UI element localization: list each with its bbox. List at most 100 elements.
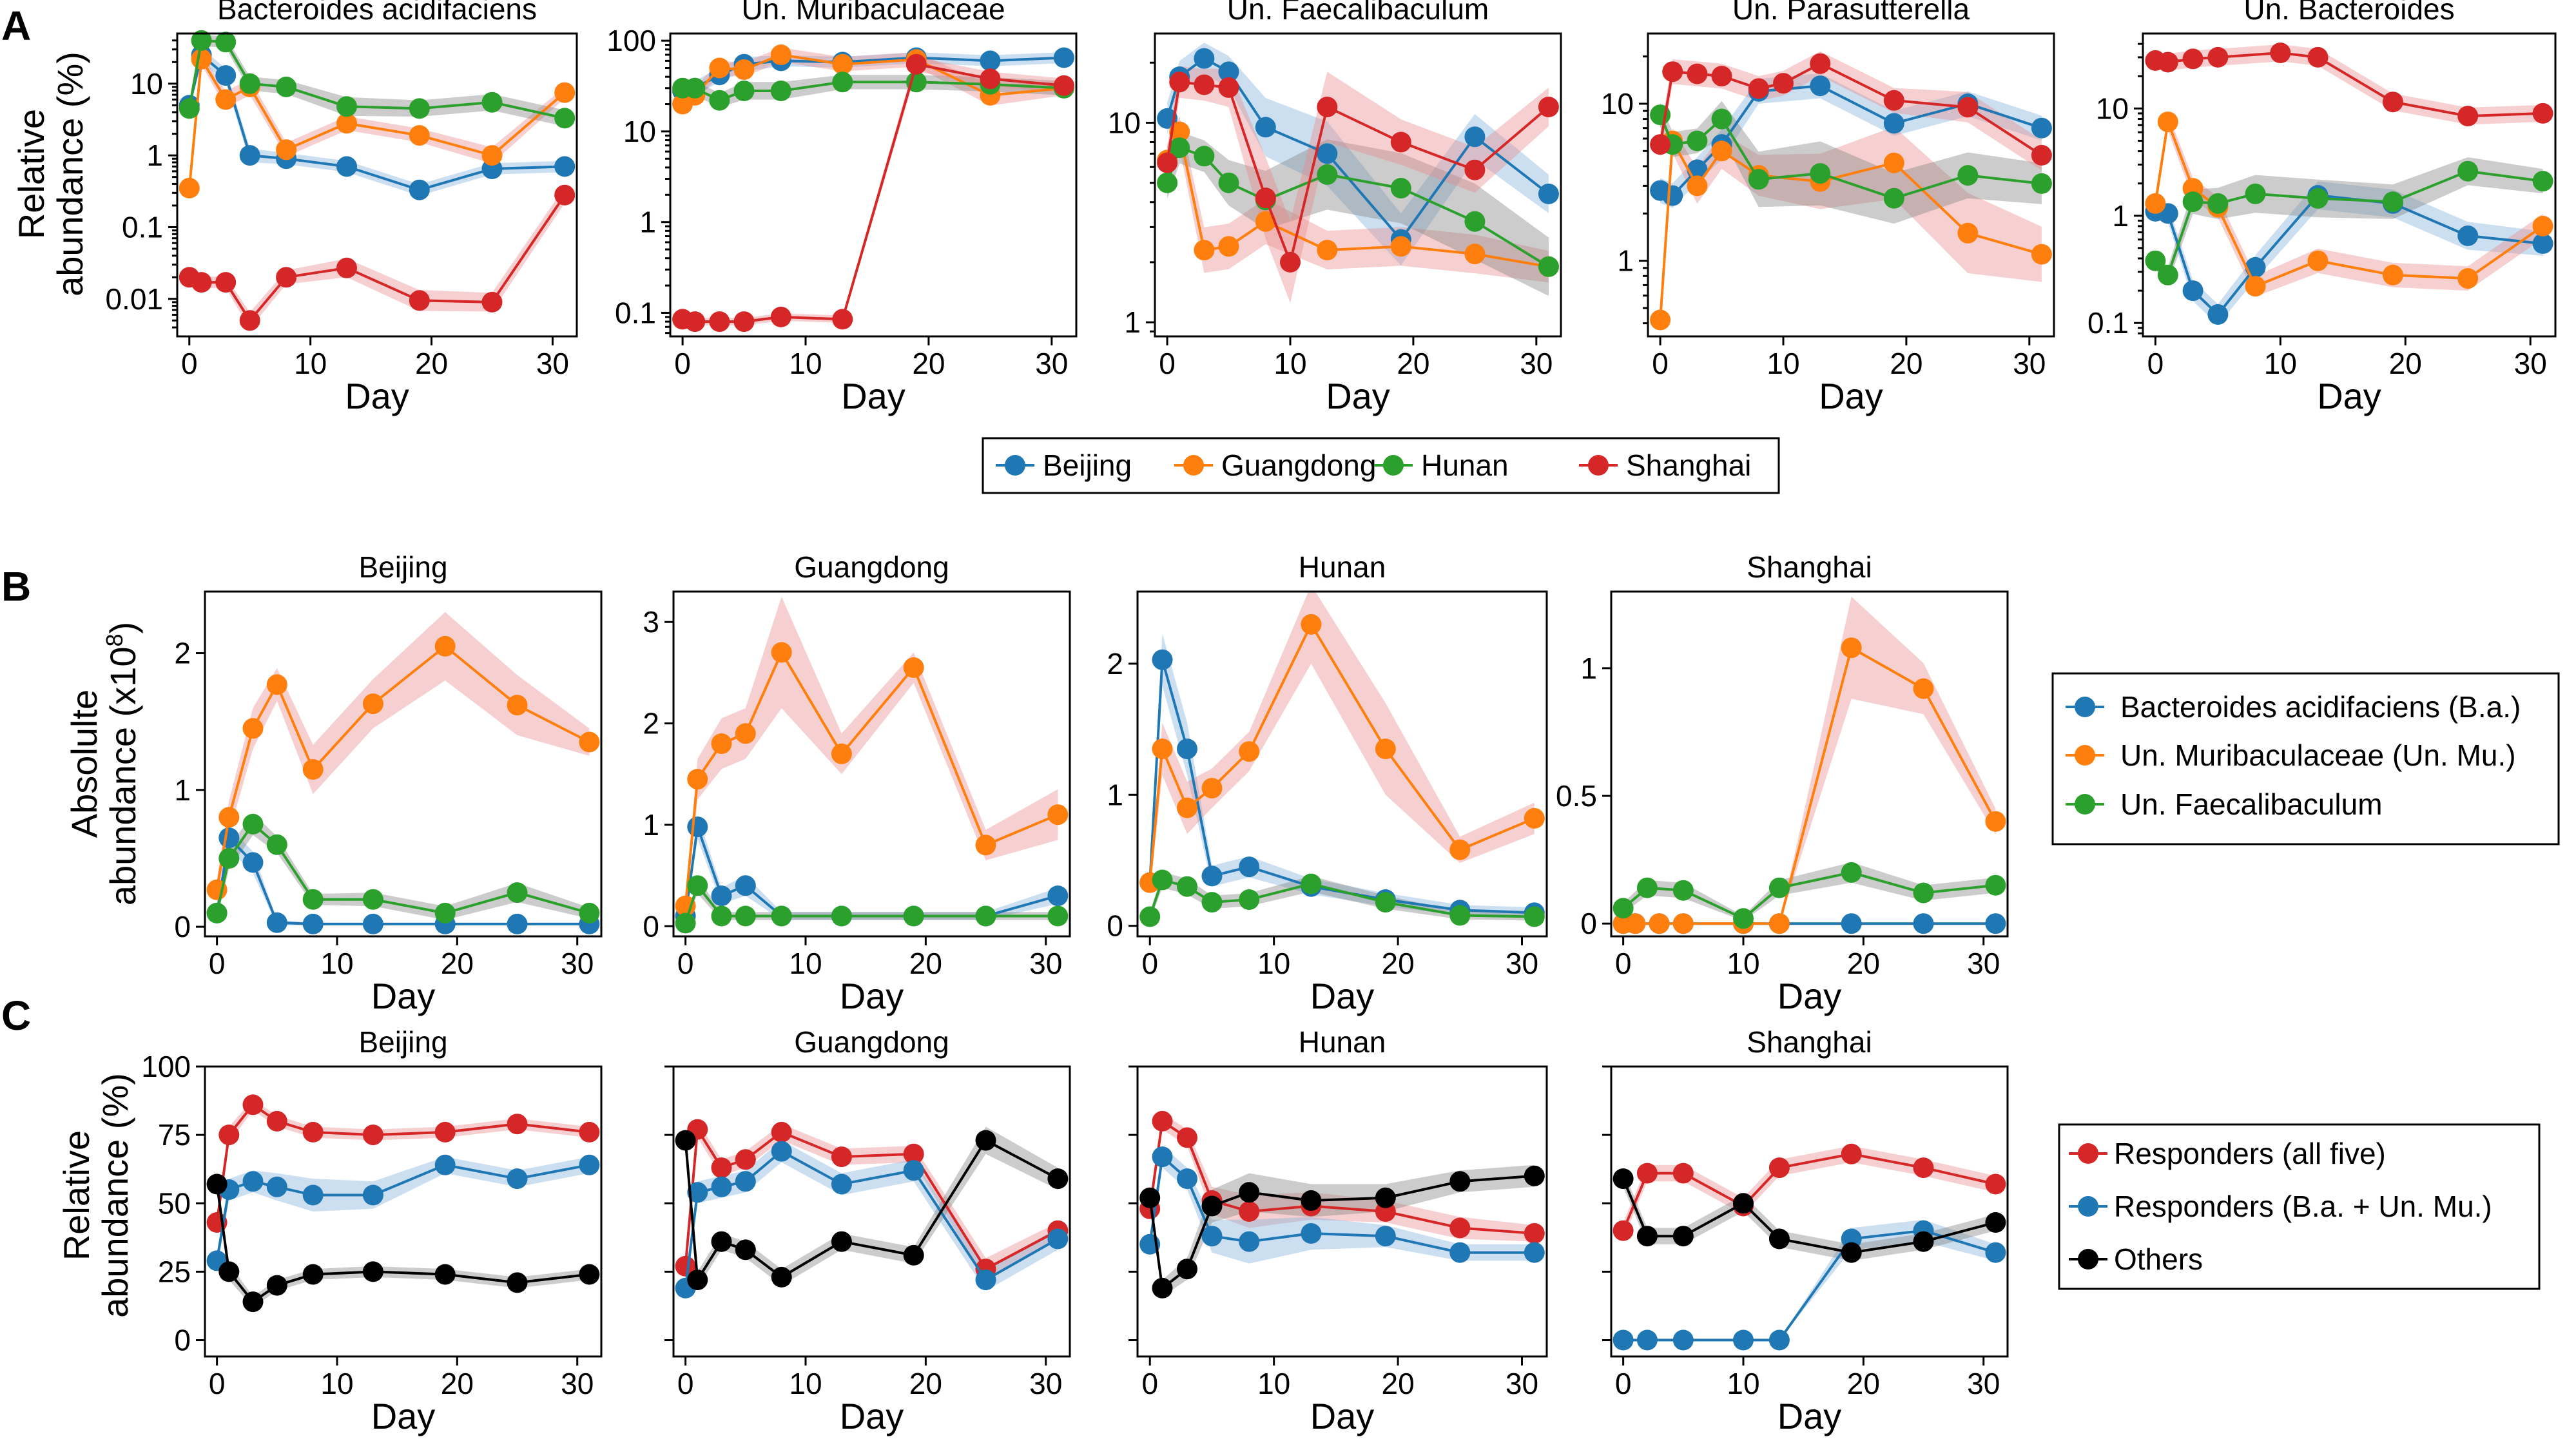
panel-c-hunan-point-responders-all-five-7: [1449, 1217, 1471, 1239]
panel-a-un-bacteroides-point-beijing-7: [2457, 225, 2479, 246]
panel-a-bacteroides-acidifaciens-line-shanghai: [189, 194, 566, 323]
row-b-ylabel-line1: Absolulte: [64, 690, 104, 838]
legend-a-label-shanghai: Shanghai: [1626, 449, 1751, 482]
panel-c-beijing-point-responders-b-a-un-mu-3: [266, 1176, 287, 1197]
panel-b-hunan-point-un-faecalibaculum-1: [1152, 869, 1173, 891]
panel-a-un-faecalibaculum-frame: [1154, 32, 1562, 338]
panel-b-beijing-point-bacteroides-acidifaciens-b-a-4: [302, 913, 324, 934]
panel-c-guangdong-xtick-label-0: 0: [677, 1367, 694, 1400]
panel-a-un-muribaculaceae-point-beijing-7: [980, 50, 1001, 72]
panel-b-guangdong-point-un-faecalibaculum-7: [975, 905, 996, 927]
panel-b-hunan-ytick-label-2: 2: [1107, 647, 1123, 681]
panel-a-bacteroides-acidifaciens-xtick-label-1: 10: [294, 347, 327, 380]
panel-c-guangdong-point-others-4: [771, 1266, 792, 1288]
panel-c-beijing: 0 10 20 30 0 25 50 75 100 Beijing Day: [141, 1025, 603, 1436]
panel-b-hunan-xtick-label-0: 0: [1141, 947, 1158, 980]
panel-c-shanghai-point-others-5: [1841, 1242, 1862, 1263]
panel-b-hunan-title: Hunan: [1299, 550, 1386, 584]
panel-b-beijing-point-bacteroides-acidifaciens-b-a-1: [218, 827, 240, 849]
panel-b-guangdong-xlabel: Day: [840, 976, 904, 1016]
panel-a-bacteroides-acidifaciens-point-guangdong-7: [481, 145, 503, 166]
panel-b-beijing-point-un-faecalibaculum-5: [362, 889, 383, 910]
panel-c-shanghai-point-responders-b-a-un-mu-7: [1985, 1242, 2006, 1263]
row-a-ylabel: Relative abundance (%): [11, 52, 90, 296]
panel-a-un-muribaculaceae-ytick-label-0: 0.1: [615, 296, 656, 329]
panel-b-hunan-point-bacteroides-acidifaciens-b-a-2: [1177, 738, 1197, 760]
panel-a-un-bacteroides-point-guangdong-7: [2457, 268, 2479, 289]
panel-c-beijing-ytick-label-0: 0: [174, 1324, 191, 1357]
panel-b-guangdong-point-un-muribaculaceae-un-mu-3: [735, 723, 756, 744]
legend-row-a: Beijing Guangdong Hunan Shanghai: [982, 437, 1780, 494]
legend-b-item-unfa: Un. Faecalibaculum: [2066, 787, 2383, 821]
panel-a-un-muribaculaceae-point-shanghai-8: [1053, 75, 1074, 96]
legend-b-item-ba: Bacteroides acidifaciens (B.a.): [2066, 690, 2521, 724]
panel-a-bacteroides-acidifaciens-point-hunan-8: [554, 108, 576, 129]
panel-a-un-muribaculaceae-point-hunan-1: [684, 77, 706, 99]
panel-c-guangdong-point-responders-b-a-un-mu-4: [771, 1141, 792, 1162]
panel-b-beijing-ytick-label-2: 2: [174, 637, 191, 670]
panel-b-guangdong-point-un-faecalibaculum-3: [735, 905, 756, 927]
panel-b-beijing-frame: [204, 590, 603, 938]
panel-a-un-muribaculaceae-point-guangdong-5: [832, 53, 853, 75]
panel-a-un-muribaculaceae-point-beijing-8: [1053, 47, 1074, 68]
panel-b-beijing-point-un-muribaculaceae-un-mu-7: [507, 695, 528, 716]
panel-a-un-faecalibaculum-point-guangdong-4: [1255, 211, 1276, 232]
panel-a-bacteroides-acidifaciens-point-guangdong-4: [276, 139, 297, 160]
panel-b-guangdong-point-un-muribaculaceae-un-mu-6: [903, 657, 924, 678]
panel-letter-b: B: [1, 563, 31, 610]
panel-c-guangdong-band-others: [685, 1126, 1058, 1288]
legend-c-marker-all-five: [2078, 1143, 2098, 1164]
panel-b-guangdong-point-un-faecalibaculum-6: [903, 905, 924, 927]
panel-c-shanghai: 0 10 20 30 Shanghai Day: [1602, 1025, 2009, 1436]
legend-a-item-guangdong: Guangdong: [1174, 449, 1376, 482]
panel-c-hunan-point-others-8: [1524, 1165, 1545, 1186]
panel-c-guangdong-point-others-5: [831, 1231, 852, 1252]
panel-c-guangdong-point-others-2: [711, 1231, 732, 1252]
panel-a-un-muribaculaceae-point-shanghai-6: [905, 53, 927, 75]
panel-b-shanghai-xtick-label-0: 0: [1615, 947, 1632, 980]
panel-a-un-parasutterella-ytick-label-1: 10: [1601, 87, 1634, 121]
panel-c-shanghai-band-others: [1623, 1170, 1996, 1261]
panel-b-shanghai-point-un-muribaculaceae-un-mu-8: [1985, 811, 2006, 832]
panel-a-un-bacteroides-point-shanghai-4: [2270, 43, 2291, 63]
panel-a-un-muribaculaceae-point-shanghai-3: [733, 311, 755, 333]
panel-a-un-muribaculaceae-xtick-label-1: 10: [789, 347, 822, 380]
panel-a-un-bacteroides-title: Un. Bacteroides: [2243, 0, 2454, 26]
legend-c-label-others: Others: [2114, 1242, 2203, 1276]
panel-a-un-faecalibaculum-point-shanghai-6: [1317, 97, 1338, 117]
panel-c-hunan-point-responders-b-a-un-mu-4: [1239, 1231, 1260, 1252]
panel-a-bacteroides-acidifaciens-xtick-label-2: 20: [415, 347, 448, 380]
row-b-ylabel-sup: 8: [101, 633, 128, 646]
panel-b-beijing-xtick-label-2: 20: [441, 947, 474, 980]
panel-a-un-faecalibaculum-point-guangdong-1: [1169, 121, 1190, 142]
panel-b-shanghai-band-un-muribaculaceae-un-mu: [1623, 596, 1996, 924]
panel-b-guangdong-point-un-faecalibaculum-8: [1047, 905, 1069, 927]
panel-a-un-bacteroides-point-guangdong-1: [2157, 111, 2178, 133]
panel-a-bacteroides-acidifaciens-xlabel: Day: [345, 376, 409, 416]
panel-a-bacteroides-acidifaciens-point-guangdong-5: [336, 113, 357, 134]
panel-b-beijing-point-bacteroides-acidifaciens-b-a-3: [266, 912, 287, 933]
row-a-ylabel-line1: Relative: [11, 109, 52, 239]
panel-c-beijing-point-responders-all-five-5: [362, 1125, 383, 1146]
panel-c-guangdong-xtick-label-1: 10: [789, 1367, 822, 1400]
panel-b-shanghai-point-bacteroides-acidifaciens-b-a-8: [1985, 913, 2006, 934]
panel-a-un-faecalibaculum-band-guangdong: [1167, 116, 1549, 283]
panel-c-guangdong-point-responders-b-a-un-mu-2: [711, 1176, 732, 1197]
panel-c-shanghai-point-responders-b-a-un-mu-4: [1768, 1329, 1790, 1351]
panel-b-guangdong-band-bacteroides-acidifaciens-b-a: [685, 815, 1058, 920]
panel-b-shanghai-xlabel: Day: [1777, 976, 1842, 1016]
panel-a-bacteroides-acidifaciens-point-shanghai-5: [336, 257, 357, 278]
panel-a-un-bacteroides-point-hunan-2: [2182, 191, 2203, 213]
panel-a-un-parasutterella-point-hunan-5: [1810, 163, 1831, 184]
panel-b-beijing-point-un-faecalibaculum-4: [302, 889, 324, 910]
panel-a-un-parasutterella-point-guangdong-8: [2031, 244, 2052, 265]
panel-b-guangdong-ytick-label-1: 1: [643, 808, 659, 842]
panel-c-hunan-title: Hunan: [1299, 1025, 1386, 1059]
panel-b-shanghai-point-un-faecalibaculum-6: [1913, 882, 1934, 903]
panel-c-hunan-point-responders-b-a-un-mu-7: [1449, 1242, 1471, 1263]
panel-c-shanghai-point-responders-all-five-5: [1841, 1143, 1862, 1164]
panel-a-un-faecalibaculum-point-shanghai-5: [1280, 251, 1301, 273]
panel-b-beijing-point-un-faecalibaculum-8: [579, 902, 600, 923]
panel-a-un-muribaculaceae-point-hunan-3: [733, 81, 755, 101]
